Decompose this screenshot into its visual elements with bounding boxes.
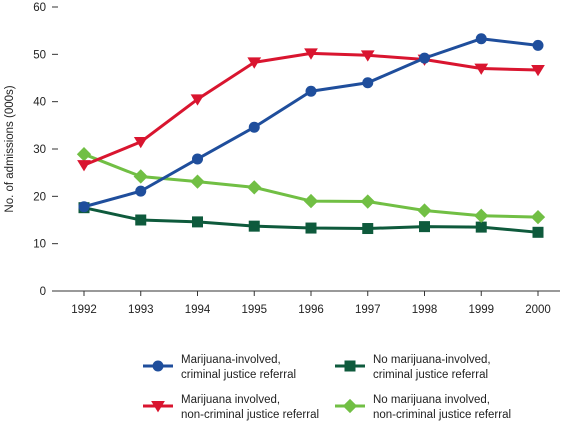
- legend: Marijuana-involved, criminal justice refe…: [143, 354, 511, 421]
- x-tick-label: 1996: [298, 304, 324, 316]
- legend-item-nomj_cj: No marijuana-involved, criminal justice r…: [335, 354, 491, 381]
- series-line: [83, 51, 539, 167]
- data-point: [247, 180, 262, 195]
- data-point: [248, 121, 260, 133]
- legend-label: No marijuana involved,: [373, 394, 490, 406]
- legend-item-mj_noncj: Marijuana involved, non-criminal justice …: [143, 394, 319, 421]
- legend-label: No marijuana-involved,: [373, 354, 491, 366]
- legend-swatch-marker: [344, 360, 356, 372]
- y-tick-label: 40: [33, 97, 46, 109]
- data-point: [475, 221, 487, 233]
- x-tick-label: 1992: [71, 304, 97, 316]
- data-point: [530, 210, 546, 225]
- legend-label: criminal justice referral: [373, 369, 488, 381]
- x-tick-label: 2000: [525, 304, 551, 316]
- y-axis: 0 10 20 30 40 50 60: [33, 2, 58, 298]
- legend-swatch-marker: [151, 401, 165, 413]
- legend-item-mj_cj: Marijuana-involved, criminal justice refe…: [143, 354, 296, 381]
- data-point: [305, 85, 317, 97]
- y-tick-label: 60: [33, 2, 46, 14]
- data-point: [190, 94, 205, 106]
- legend-swatch-marker: [342, 398, 358, 414]
- legend-label: non-criminal justice referral: [181, 409, 319, 421]
- data-point: [305, 222, 317, 234]
- data-point: [360, 50, 375, 62]
- legend-swatch-marker: [152, 360, 164, 372]
- y-tick-label: 10: [33, 239, 46, 251]
- data-point: [419, 52, 430, 64]
- data-point: [419, 221, 430, 233]
- data-point: [76, 147, 92, 162]
- series-mj_cj: [78, 33, 544, 213]
- data-point: [77, 160, 91, 172]
- data-point: [303, 193, 319, 209]
- data-point: [133, 136, 148, 149]
- series-nomj_noncj: [76, 147, 546, 225]
- data-point: [362, 223, 374, 235]
- legend-label: Marijuana-involved,: [181, 354, 281, 366]
- data-point: [248, 220, 260, 232]
- series-line: [83, 37, 539, 209]
- y-tick-label: 20: [33, 191, 46, 203]
- y-tick-label: 50: [33, 49, 46, 61]
- x-axis: 1992 1993 1994 1995 1996 1997 1998 1999 2000: [52, 290, 560, 316]
- data-point: [247, 57, 262, 69]
- series-lines: [76, 33, 546, 238]
- y-axis-title: No. of admissions (000s): [4, 85, 16, 212]
- x-tick-label: 1998: [412, 304, 438, 316]
- data-point: [475, 33, 487, 45]
- x-tick-label: 1997: [355, 304, 381, 316]
- legend-label: non-criminal justice referral: [373, 409, 511, 421]
- data-point: [474, 63, 489, 75]
- data-point: [133, 169, 148, 184]
- legend-label: Marijuana involved,: [181, 394, 280, 406]
- data-point: [78, 201, 90, 213]
- data-point: [532, 39, 544, 51]
- data-point: [417, 203, 432, 218]
- data-point: [532, 226, 544, 238]
- x-tick-label: 1993: [128, 304, 154, 316]
- data-point: [362, 77, 374, 89]
- legend-label: criminal justice referral: [181, 369, 296, 381]
- data-point: [304, 48, 318, 60]
- x-tick-label: 1994: [185, 304, 211, 316]
- data-point: [135, 185, 147, 197]
- data-point: [360, 194, 375, 209]
- data-point: [192, 153, 203, 165]
- x-tick-label: 1999: [468, 304, 494, 316]
- y-tick-label: 30: [33, 144, 46, 156]
- y-tick-label: 0: [40, 286, 46, 298]
- x-tick-label: 1995: [241, 304, 267, 316]
- legend-item-nomj_noncj: No marijuana involved, non-criminal justi…: [335, 394, 511, 421]
- series-mj_noncj: [77, 48, 545, 172]
- data-point: [531, 65, 545, 77]
- data-point: [192, 216, 203, 228]
- data-point: [474, 208, 489, 223]
- data-point: [135, 214, 147, 226]
- data-point: [190, 174, 205, 189]
